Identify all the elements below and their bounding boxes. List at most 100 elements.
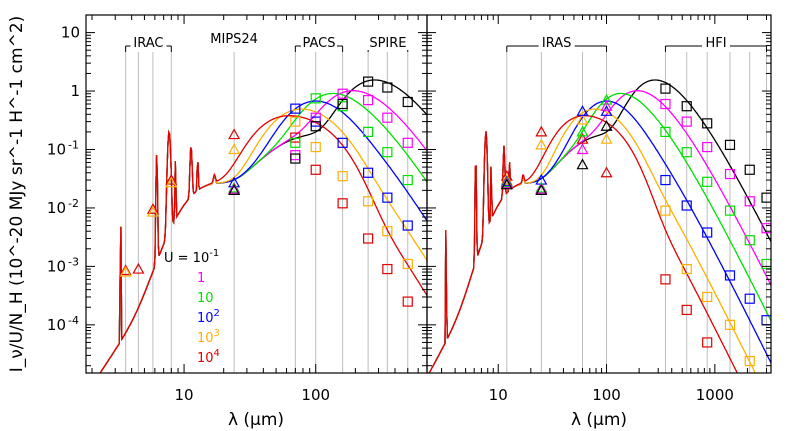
y-tick-label: 10: [47, 140, 66, 158]
model-curve-5: [428, 115, 738, 373]
triangle-marker-5-2: [576, 158, 589, 170]
x-tick-label: 100: [301, 386, 330, 404]
triangle-marker-1-3: [600, 132, 613, 144]
square-marker-1-4: [382, 226, 393, 237]
y-tick-label: 10: [47, 316, 66, 334]
square-marker-1-5: [402, 258, 413, 270]
triangle-marker-4-1: [535, 182, 548, 194]
square-marker-2-3: [724, 270, 736, 281]
y-tick-label: 10: [47, 257, 66, 275]
square-marker-4-5: [402, 137, 413, 148]
left-panel: IRAC MIPS24 PACS SPIRE 10 100: [85, 14, 428, 404]
square-marker-4-4: [382, 112, 393, 123]
triangle-marker-4-0: [228, 182, 241, 194]
panel-frame-1: [426, 14, 772, 374]
band-label-spire: SPIRE: [369, 36, 406, 51]
y-tick-label: 1: [70, 82, 80, 100]
square-marker-5-4: [382, 82, 393, 93]
triangle-marker-1-1: [146, 205, 159, 217]
band-label-iras: IRAS: [542, 36, 572, 51]
triangle-marker-0-2: [146, 203, 159, 214]
model-curve-4: [99, 108, 427, 373]
square-marker-4-3: [724, 168, 736, 180]
square-marker-4-3: [363, 94, 374, 106]
y-tick-exp: -2: [68, 197, 79, 210]
square-marker-2-0: [290, 103, 301, 114]
square-marker-3-3: [724, 205, 736, 216]
triangle-marker-2-2: [576, 105, 589, 116]
right-panel: IRAS HFI 10 100 1000: [426, 14, 772, 404]
legend: U = 10-1 1 10 102 103 104: [164, 248, 220, 366]
triangle-marker-0-1: [132, 262, 145, 274]
model-curve-5: [99, 115, 427, 373]
x-axis-title: λ (μm): [571, 410, 627, 430]
triangle-marker-5-0: [228, 184, 241, 195]
square-marker-0-4: [382, 263, 393, 275]
triangle-marker-5-1: [535, 184, 548, 195]
square-marker-5-2: [702, 118, 713, 129]
legend-entry: 103: [197, 328, 220, 346]
x-axis-title: λ (μm): [228, 410, 284, 430]
triangle-marker-0-1: [535, 125, 548, 137]
square-marker-0-1: [310, 164, 321, 175]
square-marker-2-5: [402, 220, 413, 231]
legend-title: U = 10-1: [164, 248, 219, 266]
square-marker-3-4: [382, 147, 393, 158]
square-marker-0-1: [681, 304, 692, 316]
band-label-pacs: PACS: [302, 36, 335, 51]
triangle-marker-0-3: [600, 166, 613, 178]
square-marker-1-1: [310, 141, 321, 153]
triangle-marker-3-2: [576, 125, 589, 137]
triangle-marker-0-3: [165, 173, 178, 185]
triangle-marker-1-3: [228, 143, 241, 155]
square-marker-5-5: [402, 96, 413, 108]
square-marker-1-3: [724, 319, 736, 330]
square-marker-1-0: [660, 205, 671, 216]
square-marker-2-0: [660, 174, 671, 186]
square-marker-5-0: [290, 153, 301, 164]
square-marker-5-4: [744, 164, 755, 175]
y-tick-exp: -3: [68, 255, 79, 268]
x-tick-label: 100: [592, 386, 621, 404]
model-curve-2: [428, 92, 771, 373]
square-marker-2-4: [382, 192, 393, 203]
square-marker-3-5: [402, 174, 413, 186]
triangle-marker-1-0: [119, 265, 132, 277]
triangle-marker-0-0: [119, 264, 132, 276]
square-marker-2-4: [744, 293, 755, 304]
triangle-marker-4-3: [600, 99, 613, 111]
square-marker-2-1: [681, 200, 692, 211]
triangle-marker-4-2: [576, 143, 589, 155]
square-marker-5-2: [337, 98, 348, 110]
legend-entry: 104: [197, 348, 220, 366]
model-curve-1: [428, 90, 771, 373]
square-marker-4-5: [761, 223, 771, 234]
square-marker-2-2: [702, 227, 713, 238]
square-marker-0-3: [363, 233, 374, 244]
band-label-mips24: MIPS24: [210, 32, 258, 47]
triangle-marker-0-2: [576, 132, 589, 144]
triangle-marker-1-2: [165, 176, 178, 188]
square-marker-0-5: [402, 296, 413, 307]
square-marker-4-4: [744, 196, 755, 207]
legend-entry: 102: [197, 308, 220, 326]
square-marker-0-0: [290, 132, 301, 143]
square-marker-5-5: [761, 192, 771, 203]
square-marker-0-3: [725, 374, 734, 383]
square-marker-2-2: [337, 137, 348, 148]
square-marker-3-0: [290, 137, 301, 148]
x-tick-label: 10: [489, 386, 508, 404]
square-marker-4-2: [702, 141, 713, 153]
legend-entry: 1: [197, 271, 205, 286]
square-marker-5-3: [363, 76, 374, 87]
square-marker-0-2: [337, 198, 348, 209]
y-tick-label: 10: [47, 199, 66, 217]
model-curve-1: [99, 90, 427, 373]
triangle-marker-1-0: [500, 173, 513, 185]
square-marker-1-3: [363, 196, 374, 207]
square-marker-1-2: [337, 171, 348, 182]
square-marker-1-1: [681, 263, 692, 275]
square-marker-5-1: [681, 101, 692, 112]
